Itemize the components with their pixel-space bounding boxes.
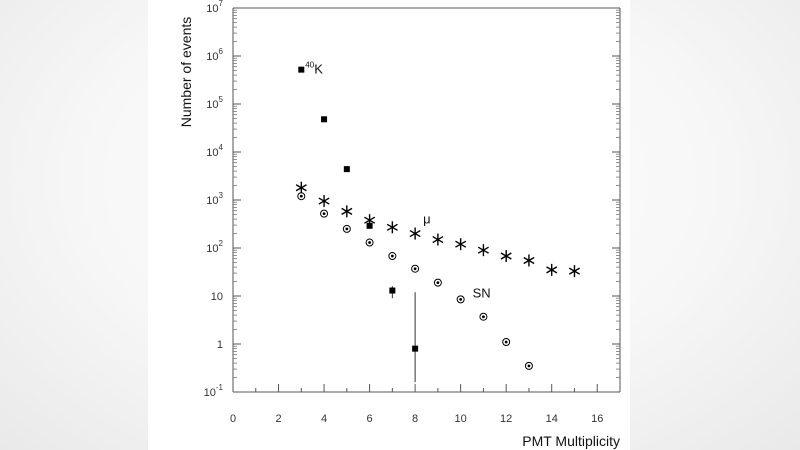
asterisk-stroke bbox=[318, 197, 330, 205]
y-tick-label: 1 bbox=[217, 339, 223, 351]
asterisk-stroke bbox=[477, 246, 489, 254]
y-tick-label: 10 bbox=[211, 291, 223, 303]
asterisk-stroke bbox=[523, 256, 535, 265]
axes bbox=[232, 7, 621, 393]
x-tick-label: 14 bbox=[546, 413, 558, 425]
data-point-mu bbox=[318, 195, 330, 208]
data-point-mu bbox=[432, 233, 444, 246]
data-point-sn-dot bbox=[390, 254, 394, 258]
asterisk-stroke bbox=[432, 235, 444, 244]
data-point-mu bbox=[523, 254, 535, 267]
y-tick-label: 103 bbox=[206, 191, 223, 207]
data-point-sn-dot bbox=[527, 364, 531, 368]
data-point-mu bbox=[364, 214, 376, 227]
x-tick-label: 2 bbox=[275, 413, 281, 425]
data-point-mu bbox=[455, 238, 467, 251]
data-point-sn-dot bbox=[322, 212, 326, 216]
data-point-40k bbox=[343, 166, 350, 173]
asterisk-stroke bbox=[341, 207, 353, 215]
y-tick-label: 107 bbox=[206, 0, 223, 15]
y-tick-label: 106 bbox=[206, 47, 223, 63]
data-point-40k bbox=[298, 66, 305, 73]
data-point-mu bbox=[341, 205, 353, 218]
x-tick-label: 8 bbox=[412, 413, 418, 425]
asterisk-stroke bbox=[455, 240, 467, 248]
data-marks bbox=[295, 66, 581, 383]
data-point-sn-dot bbox=[436, 281, 440, 285]
x-tick-label: 12 bbox=[500, 413, 512, 425]
annotation-sn: SN bbox=[473, 285, 491, 300]
x-axis-title: PMT Multiplicity bbox=[522, 433, 620, 449]
y-tick-label: 10-1 bbox=[204, 383, 224, 399]
asterisk-stroke bbox=[364, 216, 376, 224]
y-tick-label: 104 bbox=[206, 143, 223, 159]
data-point-sn-dot bbox=[504, 340, 508, 344]
data-point-40k bbox=[321, 116, 328, 123]
asterisk-stroke bbox=[568, 267, 581, 275]
data-point-mu bbox=[386, 221, 398, 234]
data-point-sn-dot bbox=[482, 315, 485, 319]
x-tick-label: 4 bbox=[321, 413, 327, 425]
data-point-sn-dot bbox=[368, 241, 371, 244]
x-tick-label: 10 bbox=[455, 413, 467, 425]
data-point-mu bbox=[295, 181, 307, 194]
data-point-mu bbox=[500, 250, 512, 263]
data-point-mu bbox=[546, 263, 558, 276]
data-point-mu bbox=[409, 227, 421, 240]
asterisk-stroke bbox=[409, 229, 421, 238]
y-tick-label: 102 bbox=[206, 239, 223, 255]
data-point-sn-dot bbox=[459, 297, 463, 301]
asterisk-stroke bbox=[295, 184, 307, 192]
x-tick-label: 0 bbox=[230, 413, 236, 425]
y-tick-label: 105 bbox=[206, 95, 223, 111]
data-point-sn-dot bbox=[299, 194, 303, 198]
annotation-40k: 40K bbox=[305, 61, 323, 77]
data-point-mu bbox=[568, 265, 581, 278]
asterisk-stroke bbox=[386, 223, 398, 231]
asterisk-stroke bbox=[500, 252, 512, 260]
x-tick-label: 16 bbox=[591, 413, 603, 425]
asterisk-stroke bbox=[546, 266, 558, 274]
data-point-mu bbox=[477, 244, 489, 257]
annotation-mu: μ bbox=[423, 212, 431, 227]
x-tick-label: 6 bbox=[367, 413, 373, 425]
data-point-40k bbox=[412, 345, 419, 352]
y-axis-title: Number of events bbox=[178, 17, 194, 128]
data-point-sn-dot bbox=[413, 267, 417, 271]
data-point-sn-dot bbox=[345, 227, 349, 231]
data-point-40k bbox=[389, 287, 396, 294]
axis-labels: 0 2 4 6 8 10 12 14 16 10-1 1 10 102 103 104 105 106 107 PM… bbox=[178, 0, 620, 449]
